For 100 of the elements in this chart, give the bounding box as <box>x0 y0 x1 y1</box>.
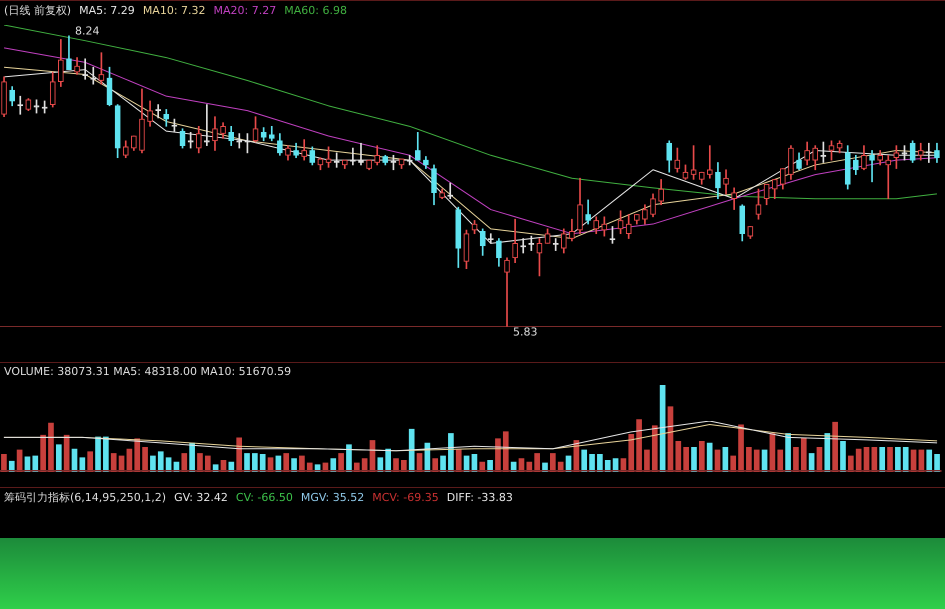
bar <box>581 450 588 472</box>
bar <box>502 431 509 472</box>
chart-title: VOLUME: 38073.31 MA5: 48318.00 MA10: 51670.59 <box>4 365 292 378</box>
bar <box>738 424 744 472</box>
candlestick <box>390 154 396 170</box>
bar <box>346 444 352 472</box>
bar <box>448 433 454 472</box>
bar <box>142 447 148 472</box>
bar <box>48 422 54 472</box>
bar <box>652 425 658 472</box>
bar <box>628 434 634 472</box>
bar <box>456 450 462 472</box>
bar <box>110 453 117 472</box>
bar <box>879 447 886 472</box>
candlestick <box>902 145 908 160</box>
bar <box>495 438 501 472</box>
bar <box>158 451 164 472</box>
bar <box>268 457 274 472</box>
text: MA60: 6.98 <box>284 4 347 17</box>
bar <box>204 456 211 472</box>
bar <box>283 453 290 472</box>
bar <box>785 433 791 472</box>
bar <box>636 419 642 472</box>
bar <box>800 437 807 472</box>
bar <box>730 456 736 472</box>
annotation: 5.83 <box>513 325 538 338</box>
bar <box>597 454 603 472</box>
bar <box>714 450 720 472</box>
bar <box>762 450 768 472</box>
bar <box>174 462 180 472</box>
text: MA5: 7.29 <box>79 4 135 17</box>
bar <box>816 447 822 472</box>
text: MA10: 7.32 <box>142 4 206 17</box>
candlestick <box>34 99 40 114</box>
bar <box>856 448 862 472</box>
bar <box>808 453 814 472</box>
bar <box>338 453 344 472</box>
candlestick <box>869 150 875 182</box>
bar <box>895 447 901 472</box>
bar <box>1 454 7 472</box>
bar <box>32 456 38 472</box>
bar <box>518 458 524 472</box>
text: MGV: 35.52 <box>300 491 364 504</box>
bar <box>872 447 878 472</box>
bar <box>64 434 70 472</box>
text: GV: 32.42 <box>174 491 228 504</box>
bar <box>87 451 94 472</box>
annotation: 8.24 <box>74 24 100 38</box>
bar <box>824 433 830 472</box>
bar <box>181 453 188 472</box>
bar <box>691 447 697 472</box>
bar <box>746 447 752 472</box>
bar <box>24 456 30 472</box>
bar <box>848 456 854 472</box>
bar <box>95 436 101 472</box>
bar <box>840 440 846 472</box>
bar <box>464 456 470 472</box>
bar <box>699 440 705 472</box>
bar <box>902 447 909 472</box>
bar <box>408 428 415 472</box>
bar <box>566 456 572 472</box>
bar <box>299 456 305 472</box>
bar <box>220 460 226 472</box>
chart-title: (日线 前复权) <box>4 4 72 17</box>
bar <box>56 444 62 472</box>
text: CV: -66.50 <box>236 491 293 504</box>
bar <box>706 442 712 472</box>
bar <box>16 450 22 472</box>
bar <box>683 447 689 472</box>
bar <box>926 450 932 472</box>
bar <box>934 454 940 472</box>
bar <box>910 450 916 472</box>
bar <box>150 456 156 472</box>
bar <box>197 453 203 472</box>
text: MCV: -69.35 <box>372 491 439 504</box>
bar <box>722 447 728 472</box>
bar <box>472 454 478 472</box>
bar <box>126 448 132 472</box>
bar <box>244 453 250 472</box>
bar <box>770 433 776 472</box>
bar <box>416 453 422 472</box>
bar <box>550 453 556 472</box>
text: 筹码引力指标(6,14,95,250,1,2) <box>4 491 166 504</box>
bar <box>291 458 297 472</box>
bar <box>668 406 674 472</box>
text: DIFF: -33.83 <box>446 491 513 504</box>
bar <box>864 447 870 472</box>
text: MA20: 7.27 <box>214 4 276 17</box>
candlestick <box>326 146 332 168</box>
bar <box>118 456 124 472</box>
bar <box>793 447 799 472</box>
bar <box>370 440 376 472</box>
bar <box>832 422 838 472</box>
bar <box>440 456 446 472</box>
bar <box>887 447 893 472</box>
candlestick <box>358 142 364 166</box>
bar <box>72 448 78 472</box>
bar <box>542 462 548 472</box>
bar <box>612 458 618 472</box>
bar <box>918 450 924 472</box>
